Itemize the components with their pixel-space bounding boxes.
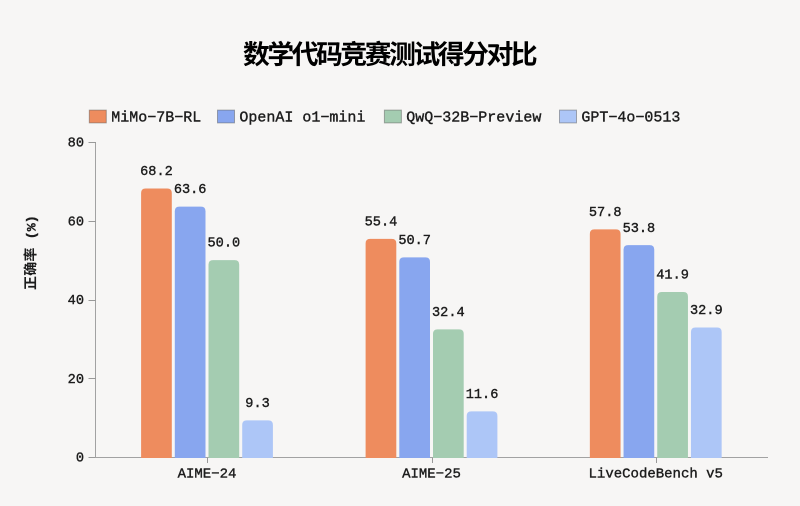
svg-text:LiveCodeBench v5: LiveCodeBench v5 [589, 467, 723, 483]
svg-text:0: 0 [76, 452, 84, 467]
svg-text:53.8: 53.8 [623, 222, 656, 237]
svg-text:60: 60 [68, 215, 84, 230]
svg-text:55.4: 55.4 [365, 215, 398, 230]
svg-text:41.9: 41.9 [656, 269, 689, 284]
svg-text:11.6: 11.6 [466, 388, 499, 403]
svg-text:GPT−4o−0513: GPT−4o−0513 [581, 109, 680, 126]
svg-text:50.0: 50.0 [208, 237, 241, 252]
svg-text:20: 20 [68, 373, 84, 388]
svg-text:32.4: 32.4 [432, 306, 465, 321]
svg-text:80: 80 [68, 137, 84, 152]
svg-text:QwQ−32B−Preview: QwQ−32B−Preview [406, 109, 541, 126]
svg-text:50.7: 50.7 [398, 234, 431, 249]
svg-text:68.2: 68.2 [140, 165, 173, 180]
svg-text:9.3: 9.3 [245, 397, 269, 412]
svg-text:63.6: 63.6 [174, 183, 207, 198]
svg-text:OpenAI o1−mini: OpenAI o1−mini [239, 109, 365, 126]
svg-text:32.9: 32.9 [690, 304, 723, 319]
svg-text:57.8: 57.8 [589, 206, 622, 221]
svg-text:AIME−25: AIME−25 [402, 467, 461, 483]
svg-text:(%): (%) [24, 215, 39, 239]
svg-text:40: 40 [68, 294, 84, 309]
svg-text:MiMo−7B−RL: MiMo−7B−RL [111, 109, 201, 126]
svg-text:AIME−24: AIME−24 [178, 467, 237, 483]
